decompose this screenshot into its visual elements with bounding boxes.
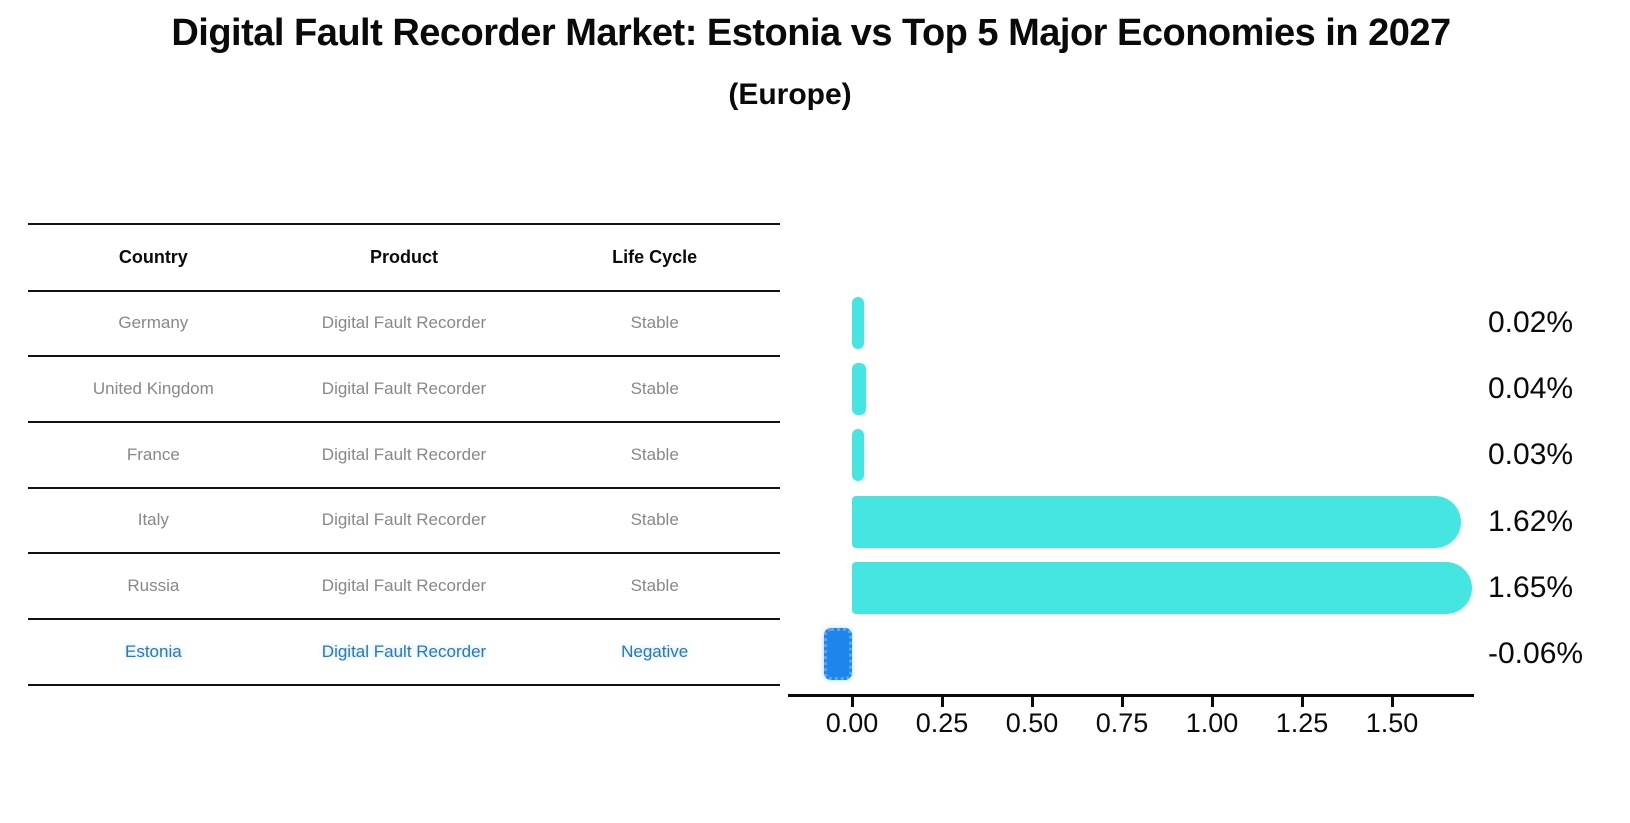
cell-product: Digital Fault Recorder: [321, 510, 487, 530]
table-row: Russia Digital Fault Recorder Stable: [28, 554, 780, 620]
cell-life-cycle: Stable: [630, 444, 679, 464]
table-header-cell: Product: [370, 246, 439, 267]
x-axis-tick: [1390, 697, 1394, 707]
x-axis-tick-label: 0.00: [825, 708, 879, 738]
cell-product: Digital Fault Recorder: [321, 576, 487, 596]
bar-france: [852, 429, 864, 482]
cell-product: Digital Fault Recorder: [321, 444, 487, 464]
x-axis-tick: [1300, 697, 1304, 707]
x-axis-tick-label: 1.00: [1185, 708, 1239, 738]
bar-value-label: -0.06%: [1488, 637, 1584, 670]
x-axis-tick-label: 0.50: [1005, 708, 1059, 738]
cell-life-cycle: Stable: [630, 576, 679, 596]
country-table: Country Product Life Cycle Germany Digital …: [28, 223, 780, 686]
x-axis-tick-label: 1.25: [1275, 708, 1329, 738]
cell-country: United Kingdom: [92, 379, 214, 399]
table-row: France Digital Fault Recorder Stable: [28, 423, 780, 489]
cell-country: Estonia: [124, 641, 182, 661]
table-row: Germany Digital Fault Recorder Stable: [28, 292, 780, 358]
x-axis-tick: [940, 697, 944, 707]
bar-germany: [852, 297, 864, 349]
x-axis-tick-label: 0.75: [1095, 708, 1149, 738]
bar-value-label: 0.03%: [1488, 438, 1574, 472]
bar-value-label: 1.62%: [1488, 504, 1574, 538]
table-header-cell: Country: [118, 246, 188, 267]
x-axis-tick: [1210, 697, 1214, 707]
cell-country: Germany: [118, 313, 189, 333]
cell-product: Digital Fault Recorder: [321, 379, 487, 399]
bar-united-kingdom: [852, 363, 867, 416]
cell-life-cycle: Stable: [630, 379, 679, 399]
x-axis-tick: [1120, 697, 1124, 707]
cell-country: France: [126, 444, 180, 464]
bar-estonia: [824, 628, 852, 680]
x-axis-tick: [850, 697, 854, 707]
cell-product: Digital Fault Recorder: [321, 641, 487, 661]
x-axis-line: [788, 694, 1474, 697]
table-header-cell: Life Cycle: [612, 246, 698, 267]
cell-life-cycle: Negative: [621, 641, 689, 661]
table-row: Estonia Digital Fault Recorder Negative: [28, 620, 780, 686]
cell-country: Russia: [127, 576, 180, 596]
bar-value-label: 0.02%: [1488, 306, 1574, 339]
chart-subtitle: (Europe): [728, 78, 852, 111]
table-row: Italy Digital Fault Recorder Stable: [28, 489, 780, 555]
table-row: United Kingdom Digital Fault Recorder Stab…: [28, 357, 780, 423]
cell-product: Digital Fault Recorder: [321, 313, 487, 333]
x-axis-tick-label: 1.50: [1365, 708, 1419, 738]
table-header-row: Country Product Life Cycle: [28, 225, 780, 292]
x-axis-tick: [1030, 697, 1034, 707]
bar-italy: [852, 495, 1462, 548]
chart-title: Digital Fault Recorder Market: Estonia v…: [171, 12, 1451, 54]
table-body: Germany Digital Fault Recorder Stable Unite…: [28, 292, 780, 686]
x-axis-tick-label: 0.25: [915, 708, 969, 738]
cell-life-cycle: Stable: [630, 510, 679, 530]
bar-value-label: 1.65%: [1488, 570, 1574, 604]
bar-value-label: 0.04%: [1488, 372, 1574, 406]
bar-russia: [852, 561, 1472, 614]
cell-country: Italy: [137, 510, 169, 530]
cell-life-cycle: Stable: [630, 313, 679, 333]
